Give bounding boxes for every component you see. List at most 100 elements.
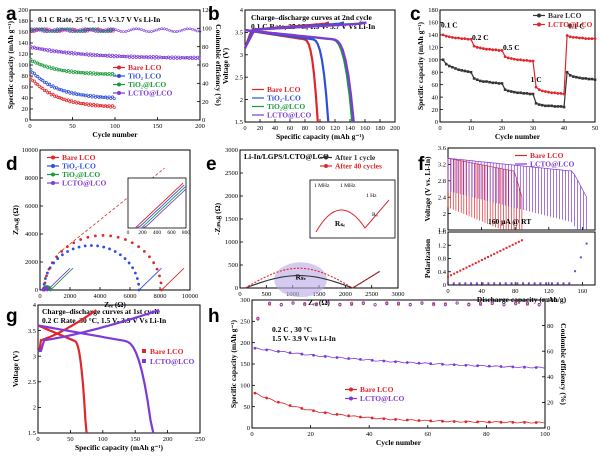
- data-point: [97, 72, 101, 76]
- data-point: [288, 404, 292, 407]
- data-point: [482, 80, 485, 83]
- legend-label: LCTO@LCO: [150, 357, 195, 366]
- data-point: [36, 75, 40, 79]
- y-tick-label: 200: [240, 340, 250, 347]
- efficiency-point: [55, 28, 59, 32]
- data-point: [575, 35, 578, 39]
- y-tick-label: 1.6: [438, 229, 447, 236]
- efficiency-point: [55, 29, 59, 33]
- data-point: [503, 88, 507, 91]
- data-point: [83, 71, 87, 75]
- legend-label: Bare LCO: [548, 11, 582, 20]
- efficiency-point: [119, 30, 123, 33]
- data-point: [66, 98, 70, 102]
- legend-marker: [324, 164, 328, 168]
- efficiency-point: [467, 302, 471, 306]
- polarization-point: [499, 249, 502, 252]
- x-tick-label: 80: [483, 431, 490, 438]
- data-point: [457, 68, 460, 72]
- data-point: [108, 247, 112, 251]
- data-point: [562, 92, 566, 96]
- data-point: [163, 55, 167, 59]
- data-point: [578, 36, 581, 40]
- data-point: [152, 261, 156, 265]
- data-point: [70, 69, 74, 73]
- x-tick-label: 140: [345, 125, 355, 132]
- data-point: [53, 94, 57, 98]
- data-point: [66, 89, 70, 94]
- legend-label: LCTO@LCO: [128, 89, 173, 98]
- charge-curve: [37, 309, 97, 353]
- nyquist-0: [245, 270, 380, 289]
- y-tick-label: 10000: [22, 147, 38, 154]
- data-point: [65, 90, 69, 94]
- data-point: [158, 55, 162, 59]
- efficiency-series-3: [30, 27, 202, 33]
- data-point: [565, 70, 569, 74]
- x-tick-label: 40: [478, 288, 485, 295]
- legend-item: TiO₂@LCO: [113, 80, 166, 89]
- legend-marker: [117, 91, 121, 95]
- data-point: [46, 91, 50, 95]
- y-tick-label: 2: [33, 405, 36, 412]
- data-point: [56, 87, 60, 91]
- y2-tick-label: 80: [202, 44, 209, 51]
- discharge-curve: [37, 324, 88, 434]
- data-point: [550, 91, 553, 95]
- condition-note: Charge–discharge curves at 1st cycle: [42, 307, 161, 316]
- x-tick-label: 180: [375, 125, 385, 132]
- data-point: [556, 105, 560, 108]
- data-point: [447, 35, 451, 39]
- x-axis-label: Zᵣₑ (Ω): [308, 298, 330, 307]
- y-tick-label: 2: [240, 97, 243, 104]
- data-point: [139, 55, 143, 59]
- efficiency-point: [58, 29, 62, 32]
- data-point: [34, 46, 38, 51]
- polarization-point: [539, 282, 542, 285]
- efficiency-point: [150, 30, 153, 33]
- y-tick-label: 180: [18, 18, 28, 25]
- data-point: [405, 361, 409, 364]
- polarization-point: [579, 256, 582, 259]
- panel-e: e050010001500200025003000050010001500200…: [206, 147, 405, 307]
- series-1: [441, 33, 597, 96]
- efficiency-point: [58, 27, 62, 31]
- x-tick-label: 100: [110, 123, 120, 130]
- y-tick-label: 300: [240, 297, 250, 304]
- efficiency-point: [314, 303, 319, 307]
- y-tick-label: 3000: [225, 147, 238, 154]
- data-point: [441, 58, 445, 62]
- data-point: [143, 55, 147, 59]
- plot-frame: [37, 304, 201, 434]
- data-point: [511, 420, 515, 424]
- efficiency-point: [109, 27, 113, 31]
- data-point: [165, 56, 169, 60]
- x-tick-label: 6000: [124, 293, 137, 300]
- data-point: [130, 241, 134, 245]
- polarization-point: [459, 269, 462, 272]
- efficiency-point: [66, 28, 69, 31]
- data-point: [562, 105, 566, 109]
- data-point: [584, 77, 587, 80]
- data-point: [276, 400, 280, 404]
- data-point: [593, 78, 597, 81]
- data-point: [51, 84, 55, 88]
- polarization-point: [456, 271, 459, 274]
- data-point: [429, 419, 433, 423]
- data-point: [100, 104, 104, 108]
- y-tick-label: 140: [428, 32, 438, 39]
- data-point: [394, 360, 397, 364]
- data-point: [39, 63, 43, 67]
- polarization-point: [452, 282, 455, 285]
- efficiency-point: [101, 29, 105, 32]
- data-point: [72, 241, 76, 245]
- efficiency-point: [326, 301, 330, 305]
- series-line: [254, 347, 546, 369]
- efficiency-point: [63, 28, 67, 32]
- inset-x-tick: 800: [182, 230, 191, 236]
- data-point: [80, 52, 84, 56]
- polarization-point: [585, 242, 588, 245]
- panel-f: f 1.6 2 2.4 2.8 3.2 3.6 Voltage (V vs. Li-In) 0 4…: [418, 145, 596, 304]
- data-point: [93, 234, 97, 238]
- data-point: [97, 54, 101, 58]
